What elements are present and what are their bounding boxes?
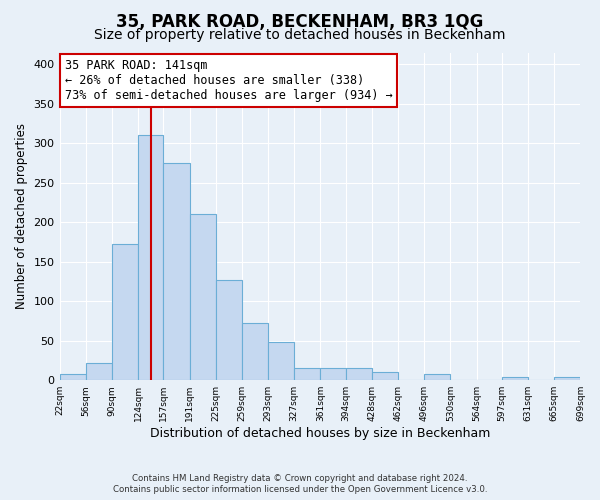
Bar — [216, 280, 242, 380]
Text: 35, PARK ROAD, BECKENHAM, BR3 1QG: 35, PARK ROAD, BECKENHAM, BR3 1QG — [116, 12, 484, 30]
Bar — [242, 322, 268, 380]
Bar — [190, 214, 216, 380]
Bar — [112, 244, 138, 380]
Bar — [346, 368, 372, 380]
Bar — [86, 363, 112, 380]
Bar — [59, 374, 86, 380]
Bar — [424, 374, 451, 380]
Bar — [138, 136, 163, 380]
Bar — [320, 368, 346, 380]
X-axis label: Distribution of detached houses by size in Beckenham: Distribution of detached houses by size … — [150, 427, 490, 440]
Bar — [268, 342, 294, 380]
Y-axis label: Number of detached properties: Number of detached properties — [15, 124, 28, 310]
Bar — [372, 372, 398, 380]
Text: Contains HM Land Registry data © Crown copyright and database right 2024.
Contai: Contains HM Land Registry data © Crown c… — [113, 474, 487, 494]
Text: 35 PARK ROAD: 141sqm
← 26% of detached houses are smaller (338)
73% of semi-deta: 35 PARK ROAD: 141sqm ← 26% of detached h… — [65, 59, 392, 102]
Bar — [163, 163, 190, 380]
Bar — [294, 368, 320, 380]
Text: Size of property relative to detached houses in Beckenham: Size of property relative to detached ho… — [94, 28, 506, 42]
Bar — [554, 377, 580, 380]
Bar — [502, 377, 528, 380]
